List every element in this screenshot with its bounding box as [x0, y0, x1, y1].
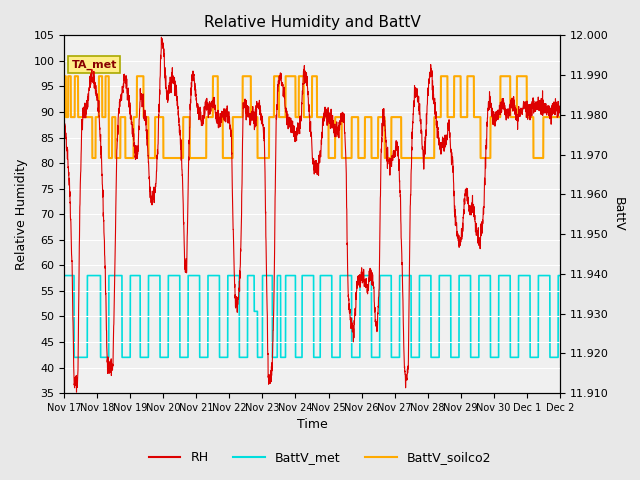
Text: TA_met: TA_met [72, 60, 117, 70]
Y-axis label: Relative Humidity: Relative Humidity [15, 158, 28, 270]
Y-axis label: BattV: BattV [612, 197, 625, 231]
X-axis label: Time: Time [296, 419, 328, 432]
Legend: RH, BattV_met, BattV_soilco2: RH, BattV_met, BattV_soilco2 [144, 446, 496, 469]
Title: Relative Humidity and BattV: Relative Humidity and BattV [204, 15, 420, 30]
